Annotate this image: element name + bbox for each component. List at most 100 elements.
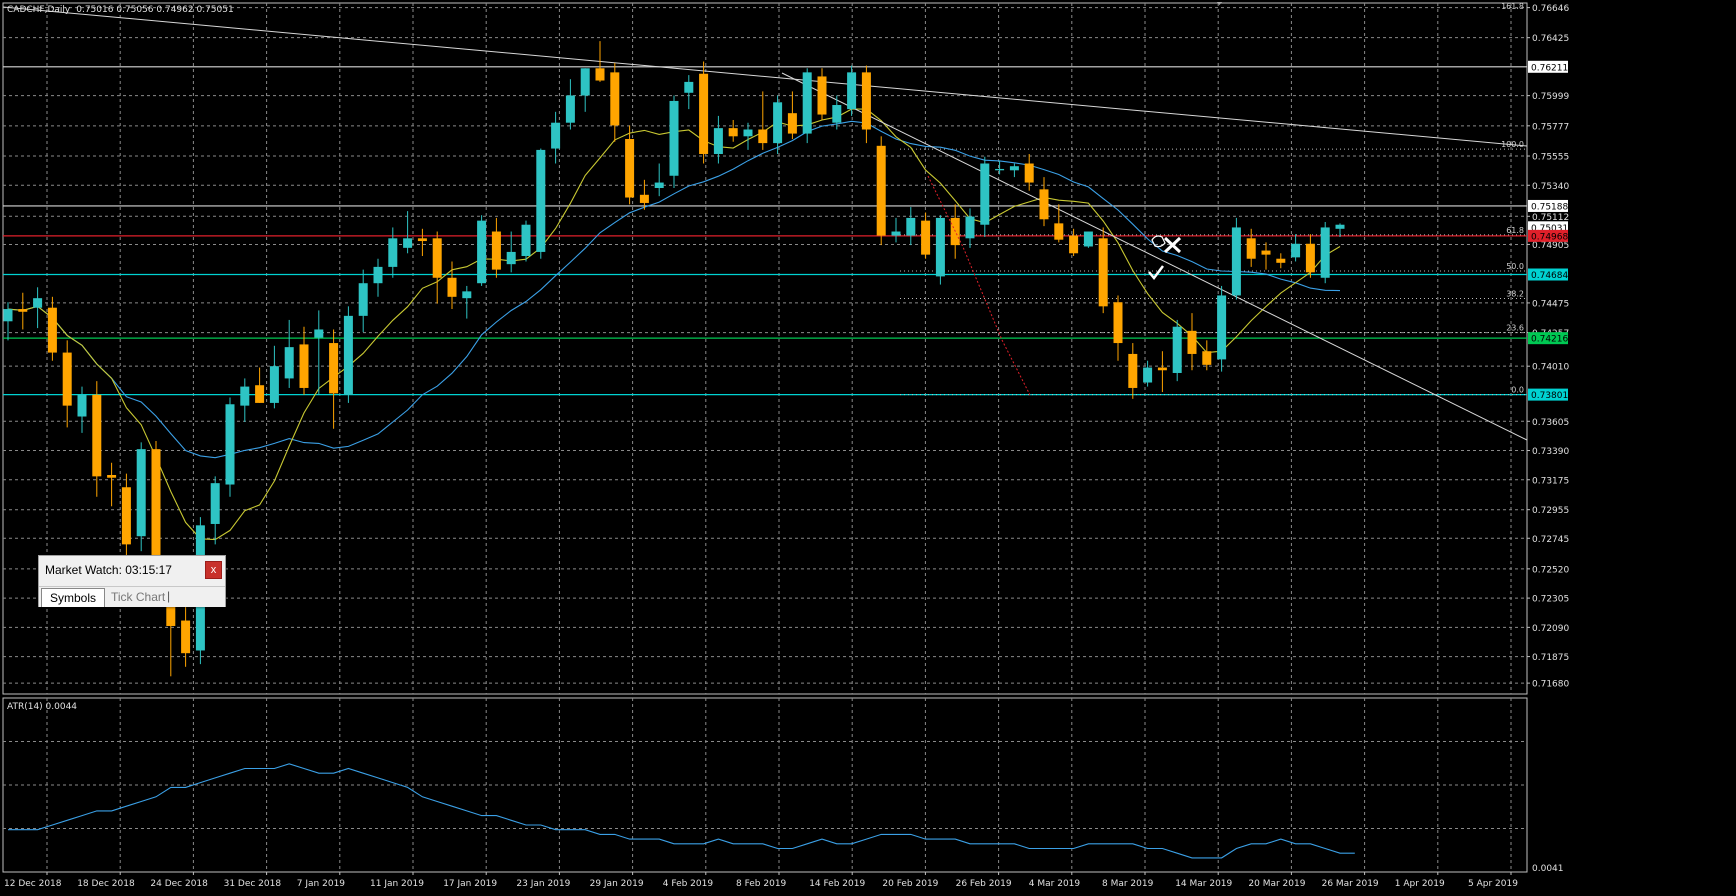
candle-body bbox=[3, 309, 13, 322]
candle-body bbox=[1024, 163, 1034, 183]
x-mark-icon bbox=[1163, 236, 1182, 254]
candle-body bbox=[107, 475, 117, 478]
price-axis-label: 0.75999 bbox=[1532, 92, 1569, 102]
candle-body bbox=[388, 238, 398, 267]
date-axis-label: 4 Feb 2019 bbox=[663, 879, 714, 889]
price-axis-label: 0.73605 bbox=[1532, 418, 1569, 428]
candle-body bbox=[861, 72, 871, 130]
price-tag-box bbox=[1528, 268, 1568, 281]
price-tag-box bbox=[1528, 388, 1568, 401]
date-axis-label: 24 Dec 2018 bbox=[150, 879, 208, 889]
date-axis-label: 1 Apr 2019 bbox=[1395, 879, 1445, 889]
price-axis-label: 0.74010 bbox=[1532, 363, 1569, 373]
candle-body bbox=[1098, 238, 1108, 307]
candle-body bbox=[151, 449, 161, 558]
date-axis-label: 5 Apr 2019 bbox=[1468, 879, 1518, 889]
candle-body bbox=[62, 352, 72, 406]
candle-body bbox=[935, 217, 945, 277]
date-axis-label: 8 Mar 2019 bbox=[1102, 879, 1154, 889]
candle-body bbox=[965, 216, 975, 239]
candle-body bbox=[1172, 326, 1182, 373]
price-axis-label: 0.75340 bbox=[1532, 182, 1569, 192]
candle-body bbox=[713, 128, 723, 154]
candle-body bbox=[1039, 189, 1049, 220]
candle-body bbox=[832, 105, 842, 123]
candle-body bbox=[329, 343, 339, 394]
candle-body bbox=[565, 95, 575, 123]
candle-body bbox=[1217, 295, 1227, 360]
candle-body bbox=[802, 72, 812, 134]
price-axis-label: 0.72955 bbox=[1532, 506, 1569, 516]
candle-body bbox=[343, 315, 353, 395]
tab-symbols[interactable]: Symbols bbox=[41, 588, 106, 607]
candle-body bbox=[358, 283, 368, 316]
candle-body bbox=[728, 128, 738, 137]
price-axis-label: 0.71680 bbox=[1532, 680, 1569, 690]
candle-body bbox=[921, 220, 931, 255]
candle-body bbox=[1261, 250, 1271, 255]
candle-body bbox=[225, 404, 235, 485]
candle-body bbox=[181, 620, 191, 654]
candle-body bbox=[1305, 243, 1315, 273]
price-axis-label: 0.74905 bbox=[1532, 241, 1569, 251]
candle-body bbox=[1069, 235, 1079, 254]
zigzag-annotation bbox=[927, 175, 1031, 396]
fibo-level-label: 161.8 bbox=[1501, 2, 1524, 11]
price-axis-label: 0.73175 bbox=[1532, 476, 1569, 486]
candle-body bbox=[491, 231, 501, 270]
candle-body bbox=[787, 113, 797, 134]
candle-body bbox=[1113, 302, 1123, 344]
close-icon[interactable]: x bbox=[205, 561, 222, 579]
candle-body bbox=[743, 129, 753, 137]
price-axis-label: 0.73390 bbox=[1532, 447, 1569, 457]
price-tag-label: 0.76211 bbox=[1531, 63, 1568, 73]
date-axis-label: 4 Mar 2019 bbox=[1029, 879, 1081, 889]
candle-body bbox=[536, 149, 546, 252]
date-axis-label: 14 Mar 2019 bbox=[1175, 879, 1232, 889]
candle-body bbox=[255, 385, 265, 403]
date-axis-label: 20 Feb 2019 bbox=[882, 879, 938, 889]
candle-body bbox=[980, 163, 990, 225]
candle-body bbox=[1054, 223, 1064, 240]
candle-body bbox=[891, 231, 901, 236]
price-axis-label: 0.72745 bbox=[1532, 535, 1569, 545]
candle-body bbox=[1202, 351, 1212, 365]
ohlc-values: 0.75016 0.75056 0.74962 0.75051 bbox=[76, 5, 233, 15]
price-tag-label: 0.73801 bbox=[1531, 391, 1568, 401]
trendline-short bbox=[781, 72, 1528, 441]
price-axis-label: 0.75112 bbox=[1532, 213, 1569, 223]
tab-separator: | bbox=[167, 589, 171, 603]
candle-body bbox=[447, 277, 457, 297]
candle-body bbox=[847, 72, 857, 110]
candle-body bbox=[373, 266, 383, 284]
market-watch-window[interactable]: Market Watch: 03:15:17 x Symbols Tick Ch… bbox=[38, 555, 226, 607]
candle-body bbox=[1335, 224, 1345, 229]
candle-body bbox=[1157, 367, 1167, 371]
candle-body bbox=[610, 72, 620, 126]
date-axis-label: 26 Mar 2019 bbox=[1322, 879, 1379, 889]
candle-body bbox=[136, 449, 146, 537]
candle-body bbox=[1128, 353, 1138, 388]
candle-body bbox=[462, 291, 472, 299]
candle-body bbox=[669, 100, 679, 176]
price-tag-box bbox=[1528, 332, 1568, 345]
date-axis-label: 7 Jan 2019 bbox=[297, 879, 345, 889]
candle-body bbox=[995, 168, 1005, 171]
price-axis-label: 0.76646 bbox=[1532, 4, 1569, 14]
price-axis-label: 0.71875 bbox=[1532, 653, 1569, 663]
date-axis-label: 14 Feb 2019 bbox=[809, 879, 865, 889]
price-axis-label: 0.75777 bbox=[1532, 122, 1569, 132]
candle-body bbox=[1291, 243, 1301, 258]
atr-line bbox=[8, 763, 1355, 859]
main-chart-frame bbox=[2, 2, 1528, 695]
fibo-level-label: 23.6 bbox=[1506, 323, 1524, 332]
candle-body bbox=[299, 344, 309, 388]
tab-tick-chart[interactable]: Tick Chart bbox=[111, 590, 166, 604]
candle-body bbox=[477, 220, 487, 284]
candle-body bbox=[33, 298, 43, 308]
candle-body bbox=[92, 394, 102, 477]
market-watch-tabs: Symbols Tick Chart | bbox=[39, 586, 225, 607]
candle-body bbox=[1231, 227, 1241, 296]
